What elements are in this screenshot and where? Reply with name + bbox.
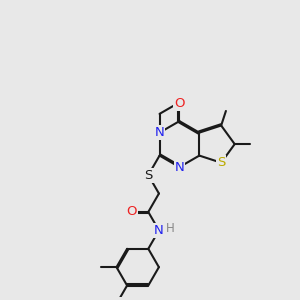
Text: S: S	[144, 169, 152, 182]
Text: S: S	[217, 156, 225, 169]
Text: N: N	[154, 224, 164, 237]
Text: N: N	[155, 126, 164, 139]
Text: O: O	[174, 97, 185, 110]
Text: O: O	[126, 206, 136, 218]
Text: N: N	[175, 160, 184, 174]
Text: H: H	[166, 222, 175, 236]
